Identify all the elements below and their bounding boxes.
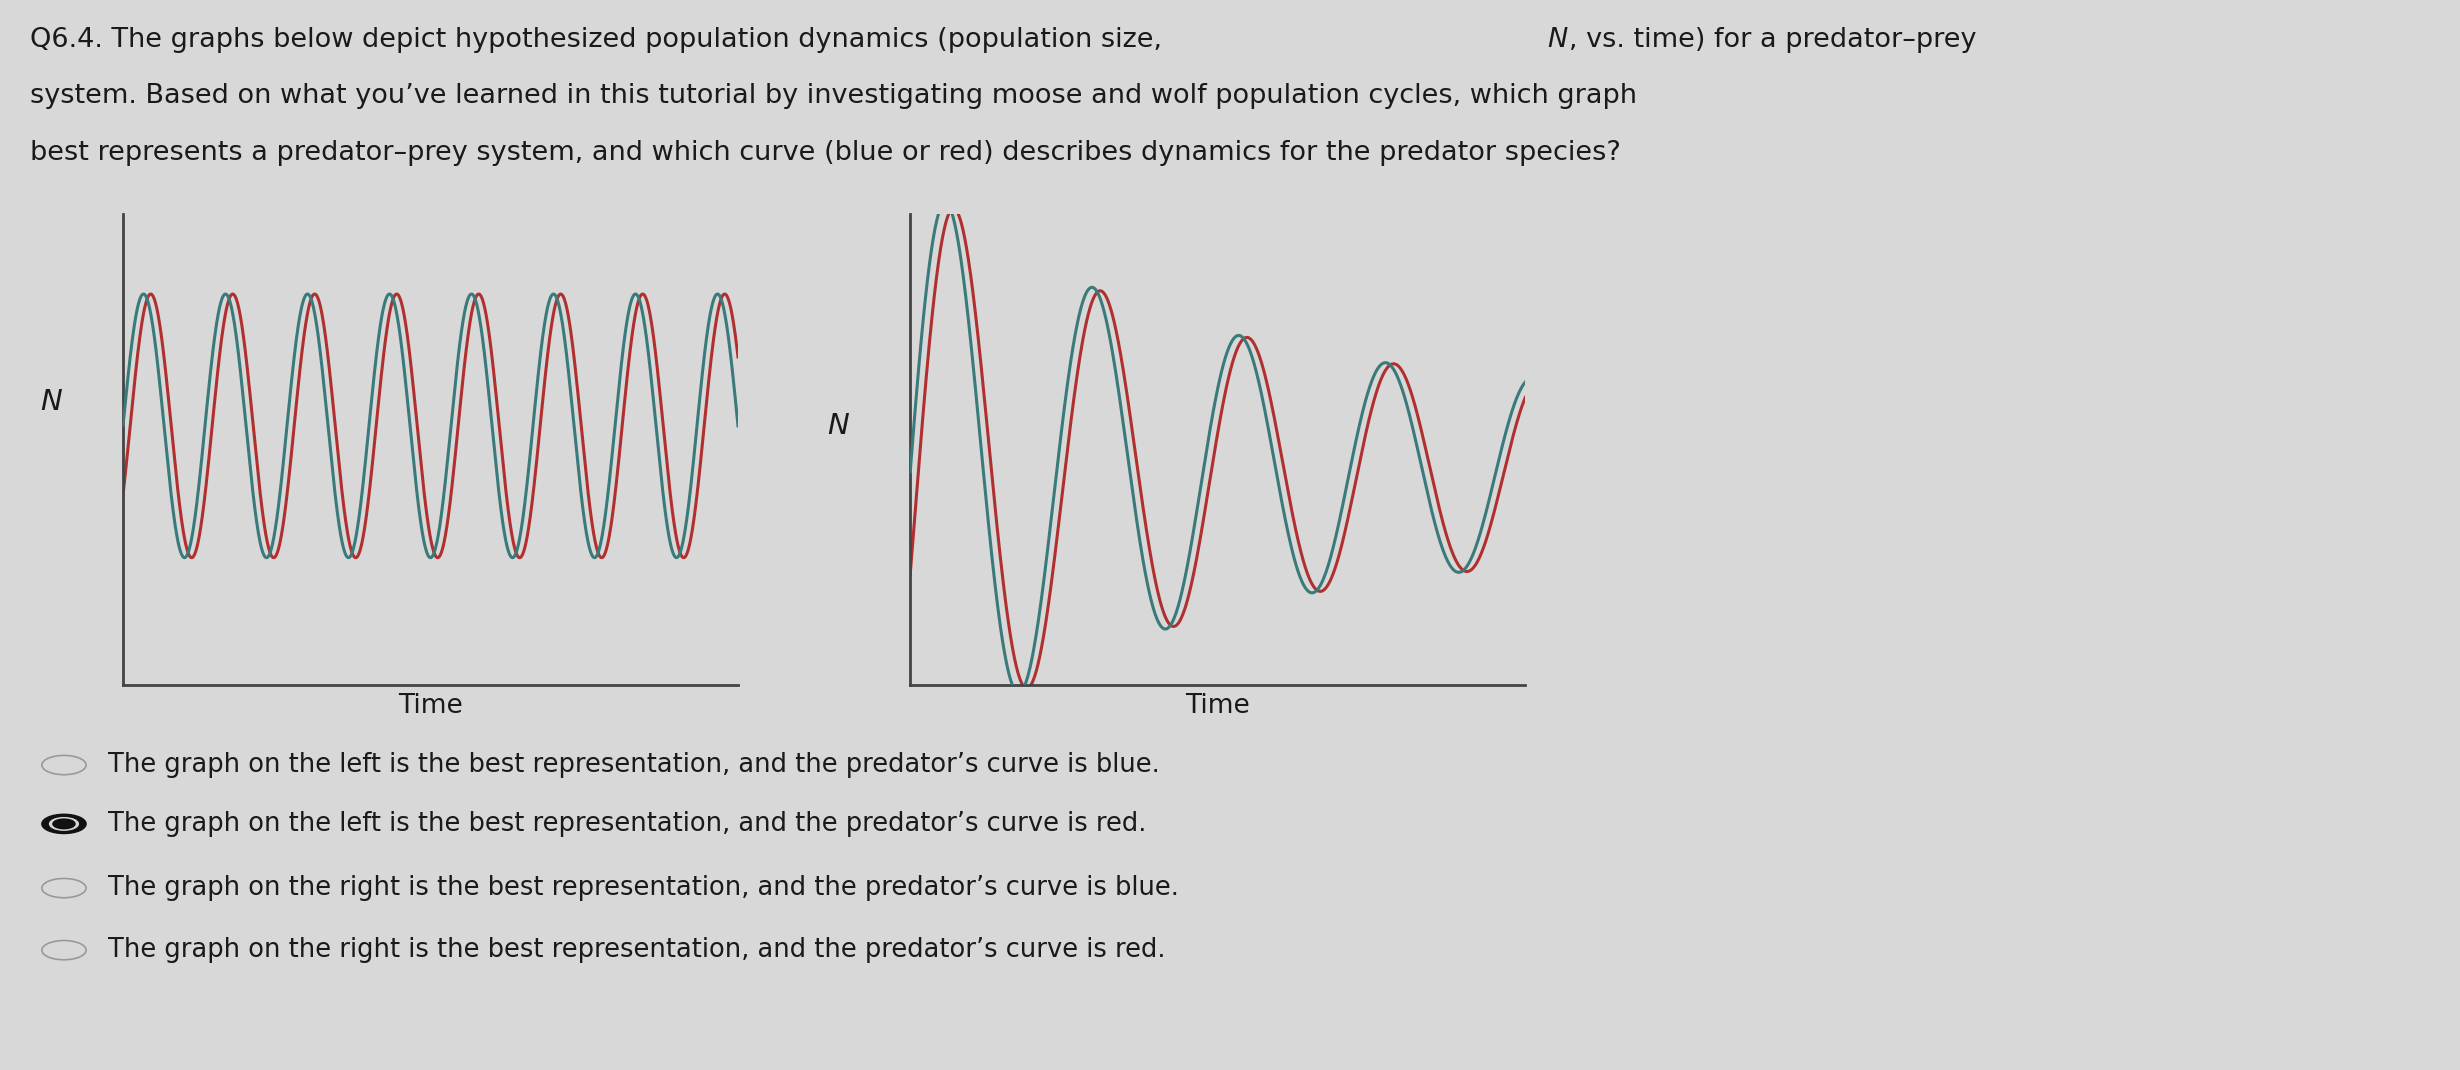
- X-axis label: Time: Time: [1186, 693, 1250, 719]
- X-axis label: Time: Time: [399, 693, 462, 719]
- Text: N: N: [1547, 27, 1567, 52]
- Text: Q6.4. The graphs below depict hypothesized population dynamics (population size,: Q6.4. The graphs below depict hypothesiz…: [30, 27, 1171, 52]
- Text: The graph on the left is the best representation, and the predator’s curve is re: The graph on the left is the best repres…: [108, 811, 1146, 837]
- Text: The graph on the left is the best representation, and the predator’s curve is bl: The graph on the left is the best repres…: [108, 752, 1161, 778]
- Text: The graph on the right is the best representation, and the predator’s curve is b: The graph on the right is the best repre…: [108, 875, 1178, 901]
- Text: The graph on the right is the best representation, and the predator’s curve is r: The graph on the right is the best repre…: [108, 937, 1166, 963]
- Text: N: N: [39, 388, 62, 416]
- Text: best represents a predator–prey system, and which curve (blue or red) describes : best represents a predator–prey system, …: [30, 140, 1621, 166]
- Text: system. Based on what you’ve learned in this tutorial by investigating moose and: system. Based on what you’ve learned in …: [30, 83, 1636, 109]
- Text: N: N: [827, 412, 849, 440]
- Text: , vs. time) for a predator–prey: , vs. time) for a predator–prey: [1569, 27, 1978, 52]
